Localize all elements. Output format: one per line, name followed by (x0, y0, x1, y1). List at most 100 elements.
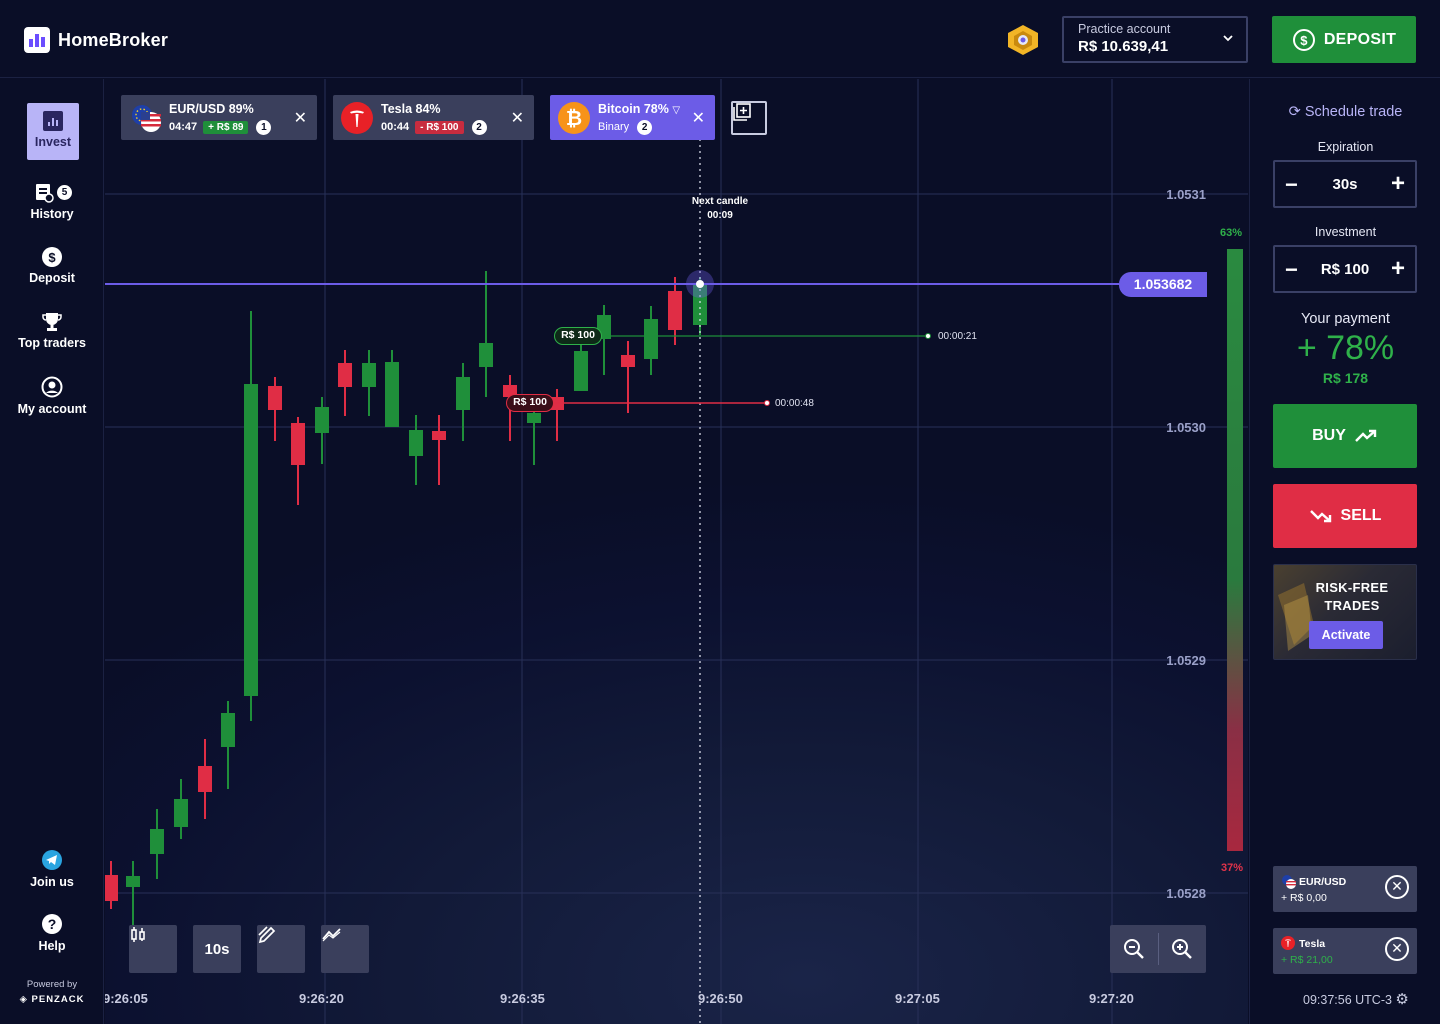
powered-by-brand: PENZACK (31, 994, 85, 1005)
candle-body (198, 766, 212, 792)
candle-body (338, 363, 352, 387)
tab-title-text: Bitcoin 78% (598, 102, 669, 116)
expiration-value[interactable]: 30s (1332, 176, 1358, 193)
asset-tab-eurusd[interactable]: EUR/USD 89% 04:47 + R$ 89 1 ✕ (121, 95, 317, 140)
open-trade-name: Tesla (1299, 938, 1326, 950)
chart-icon (43, 111, 63, 131)
promo-artwork (1278, 583, 1314, 651)
sidebar-item-join-us[interactable]: Join us (0, 849, 104, 889)
candle-body (693, 284, 707, 325)
sidebar-item-label: Invest (34, 135, 72, 149)
tesla-logo-icon (1281, 936, 1295, 950)
time-tick: 9:27:05 (895, 991, 940, 1006)
close-trade-icon[interactable]: ✕ (1385, 937, 1409, 961)
candle-body (644, 319, 658, 359)
timeframe-button[interactable]: 10s (193, 925, 241, 973)
svg-text:$: $ (48, 250, 56, 265)
zoom-in-icon[interactable] (1170, 937, 1194, 961)
time-tick: 9:27:20 (1089, 991, 1134, 1006)
asset-tab-bitcoin[interactable]: ₿ Bitcoin 78% ▽ Binary 2 ✕ (550, 95, 715, 140)
sidebar-item-invest[interactable]: Invest (27, 103, 79, 160)
account-type: Practice account (1078, 22, 1171, 36)
top-bar: HomeBroker Practice account R$ 10.639,41… (0, 0, 1440, 78)
sidebar-item-my-account[interactable]: My account (0, 376, 104, 416)
candle-body (150, 829, 164, 854)
powered-by: Powered by ◈ PENZACK (0, 979, 104, 1005)
close-icon[interactable]: ✕ (691, 110, 705, 127)
price-chart[interactable]: EUR/USD 89% 04:47 + R$ 89 1 ✕ Tesla 84% 00… (105, 79, 1248, 1024)
buy-label: BUY (1312, 427, 1346, 444)
sidebar-item-deposit[interactable]: $ Deposit (0, 247, 104, 285)
minus-icon[interactable]: − (1285, 172, 1298, 197)
brand-logo[interactable]: HomeBroker (24, 27, 168, 53)
tab-title: Bitcoin 78% ▽ (598, 102, 680, 116)
tab-title: EUR/USD 89% (169, 102, 254, 116)
time-tick: 9:26:35 (500, 991, 545, 1006)
investment-label: Investment (1314, 225, 1377, 239)
expiration-stepper: − 30s + (1273, 160, 1417, 208)
close-icon[interactable]: ✕ (510, 110, 524, 127)
account-selector[interactable]: Practice account R$ 10.639,41 (1062, 16, 1248, 63)
candle-body (668, 291, 682, 330)
trade-marker-down[interactable]: R$ 100 (506, 394, 554, 412)
add-tab-button[interactable] (731, 101, 767, 135)
trader-sentiment-bar (1227, 249, 1243, 851)
trend-icon (322, 928, 341, 942)
open-trade-eurusd[interactable]: EUR/USD + R$ 0,00 ✕ (1273, 866, 1417, 912)
open-trade-tesla[interactable]: Tesla + R$ 21,00 ✕ (1273, 928, 1417, 974)
asset-tab-tesla[interactable]: Tesla 84% 00:44 - R$ 100 2 ✕ (333, 95, 534, 140)
server-clock: 09:37:56 UTC-3 ⚙ (1303, 990, 1409, 1008)
indicators-button[interactable] (321, 925, 369, 973)
chart-type-button[interactable] (129, 925, 177, 973)
pencil-icon (258, 926, 276, 944)
next-candle-time: 00:09 (707, 210, 733, 221)
expiration-label: Expiration (1317, 140, 1374, 154)
zoom-controls (1110, 925, 1206, 973)
trade-remaining-time: 00:00:21 (938, 331, 977, 342)
plus-icon[interactable]: + (1390, 255, 1405, 282)
risk-free-promo[interactable]: RISK-FREE TRADES Activate (1273, 564, 1417, 660)
tab-count-badge: 1 (256, 120, 272, 135)
gear-icon[interactable]: ⚙ (1395, 991, 1409, 1008)
candle-body (244, 384, 258, 696)
drawing-tools-button[interactable] (257, 925, 305, 973)
history-count-badge: 5 (57, 185, 72, 200)
time-tick: 9:26:05 (105, 991, 148, 1006)
schedule-trade-link[interactable]: ⟳ Schedule trade (1250, 104, 1440, 120)
chevron-down-icon[interactable]: ▽ (672, 105, 681, 116)
sidebar-item-top-traders[interactable]: Top traders (0, 312, 104, 350)
eurusd-flag-icon (1282, 875, 1296, 889)
candle-body (621, 355, 635, 367)
close-trade-icon[interactable]: ✕ (1385, 875, 1409, 899)
tab-count-badge: 2 (637, 120, 653, 135)
buy-button[interactable]: BUY (1273, 404, 1417, 468)
investment-value[interactable]: R$ 100 (1320, 261, 1370, 278)
candle-body (527, 413, 541, 423)
close-icon[interactable]: ✕ (293, 110, 307, 127)
candle-body (362, 363, 376, 387)
brand-name: HomeBroker (58, 29, 169, 50)
trade-marker-up[interactable]: R$ 100 (554, 327, 602, 345)
minus-icon[interactable]: − (1285, 257, 1298, 282)
level-badge-icon[interactable] (1006, 24, 1040, 56)
sell-button[interactable]: SELL (1273, 484, 1417, 548)
sidebar-item-history[interactable]: 5 History (0, 183, 104, 221)
open-trade-name: EUR/USD (1299, 876, 1347, 888)
promo-title: RISK-FREE TRADES (1315, 580, 1389, 613)
bitcoin-logo-icon: ₿ (558, 102, 590, 134)
price-tick: 1.0529 (1166, 653, 1206, 668)
activate-button[interactable]: Activate (1309, 621, 1383, 649)
trade-remaining-time: 00:00:48 (775, 398, 814, 409)
tab-time: 04:47 (169, 121, 198, 133)
price-tick: 1.0531 (1166, 187, 1206, 202)
zoom-out-icon[interactable] (1122, 937, 1146, 961)
help-icon: ? (42, 914, 62, 934)
sidebar-item-label: Help (38, 939, 66, 953)
plus-icon[interactable]: + (1390, 170, 1405, 197)
dollar-circle-icon: $ (1292, 28, 1315, 51)
investment-stepper: − R$ 100 + (1273, 245, 1417, 293)
deposit-button[interactable]: $ DEPOSIT (1272, 16, 1416, 63)
trade-panel: ⟳ Schedule trade Expiration − 30s + Inve… (1249, 79, 1440, 1024)
candle-body (126, 876, 140, 887)
sidebar-item-help[interactable]: ? Help (0, 913, 104, 953)
